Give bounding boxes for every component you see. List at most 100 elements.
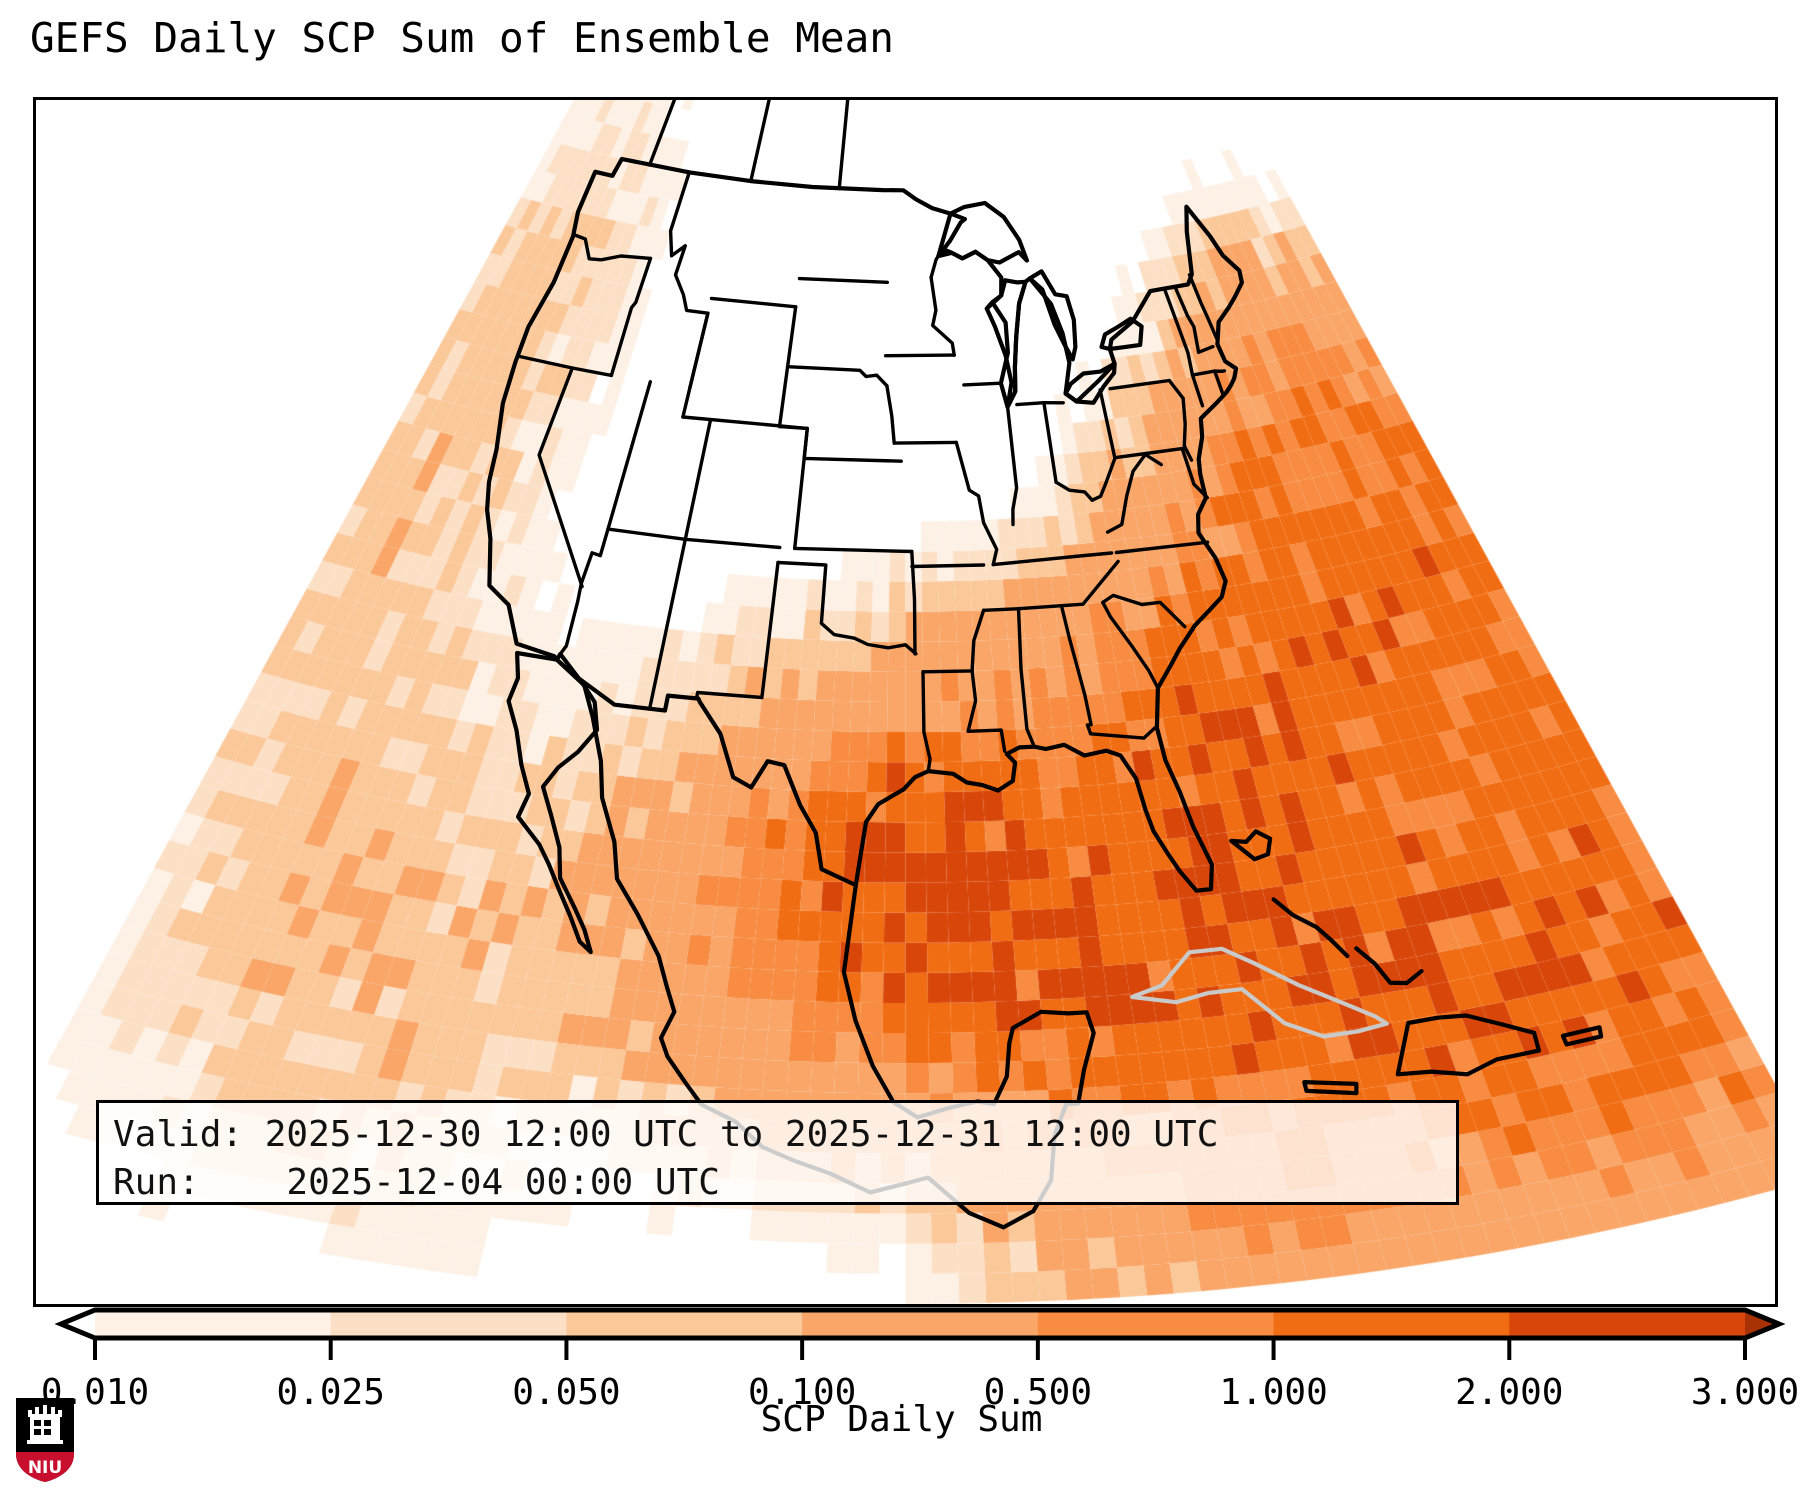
geo-path — [929, 254, 941, 280]
geo-path — [1180, 446, 1209, 500]
map-plot-frame: Valid: 2025-12-30 12:00 UTC to 2025-12-3… — [33, 97, 1778, 1307]
geo-path — [709, 296, 798, 309]
geo-path — [648, 537, 687, 710]
geo-path — [1101, 600, 1160, 690]
geo-path — [892, 440, 958, 445]
geography-overlay — [485, 100, 1604, 1230]
geo-path — [777, 305, 798, 429]
geo-path — [606, 380, 652, 531]
geo-path — [1016, 607, 1036, 749]
geo-path — [1088, 726, 1157, 740]
geo-path — [793, 546, 914, 554]
geo-path — [1042, 401, 1058, 484]
colorbar-tick-label: 1.000 — [1219, 1372, 1327, 1413]
geo-path — [1229, 829, 1273, 862]
geo-path — [797, 276, 889, 284]
niu-logo-text: NIU — [28, 1458, 62, 1478]
geo-path — [910, 563, 986, 569]
geo-path — [962, 381, 1003, 387]
geo-path — [921, 669, 974, 674]
geo-path — [1015, 401, 1046, 407]
geo-path — [1005, 405, 1019, 527]
colorbar-axis-label: SCP Daily Sum — [760, 1399, 1043, 1440]
geo-path — [485, 156, 1244, 893]
colorbar-tick-label: 0.025 — [277, 1372, 385, 1413]
geo-path — [681, 385, 692, 419]
geo-path — [668, 170, 710, 389]
geo-path — [683, 418, 713, 541]
geo-path — [1105, 452, 1163, 534]
geo-path — [1090, 456, 1117, 502]
geo-path — [1098, 388, 1117, 460]
geo-path — [921, 670, 932, 773]
geo-path — [883, 353, 956, 358]
geo-path — [1181, 396, 1194, 462]
coastline-layer — [485, 156, 1604, 1230]
geo-path — [929, 275, 956, 357]
page-title: GEFS Daily SCP Sum of Ensemble Mean — [30, 14, 894, 62]
colorbar-region: 0.010 0.025 0.050 0.100 0.500 1.000 2.000 3.000 — [0, 1306, 1803, 1500]
geo-path — [1063, 361, 1117, 405]
geo-path — [837, 100, 850, 191]
colorbar-tick-label: 0.500 — [984, 1372, 1092, 1413]
colorbar-tick-label: 2.000 — [1455, 1372, 1563, 1413]
geo-path — [1113, 446, 1184, 460]
colorbar: 0.010 0.025 0.050 0.100 0.500 1.000 2.000 3.000 — [41, 1307, 1799, 1413]
geo-path — [506, 650, 600, 955]
geo-path — [1354, 946, 1424, 986]
geo-path — [1271, 897, 1350, 959]
colorbar-bands — [61, 1310, 1779, 1338]
geo-path — [681, 415, 809, 431]
geo-path — [885, 384, 896, 445]
geo-path — [1099, 316, 1144, 352]
geo-path — [558, 527, 610, 656]
run-time-text: Run: 2025-12-04 00:00 UTC — [113, 1162, 720, 1203]
niu-logo: NIU — [16, 1398, 74, 1482]
geo-path — [683, 537, 782, 550]
geo-path — [694, 560, 780, 701]
geo-path — [936, 200, 1029, 265]
geo-path — [1101, 593, 1187, 629]
geo-path — [1213, 369, 1225, 395]
geo-path — [793, 426, 809, 551]
geo-path — [749, 100, 771, 183]
geo-path — [1302, 1080, 1359, 1096]
geo-path — [785, 365, 889, 388]
geo-path — [1130, 946, 1389, 1039]
geo-path — [609, 256, 653, 378]
geo-path — [688, 311, 710, 389]
geo-path — [1054, 480, 1094, 502]
geo-path — [776, 560, 918, 656]
geo-path — [1108, 378, 1185, 400]
state-border-layer — [516, 100, 1227, 773]
geo-path — [1395, 1013, 1541, 1077]
geo-path — [1190, 373, 1205, 408]
geo-path — [606, 527, 687, 541]
geo-path — [1213, 369, 1227, 373]
valid-run-annotation-box: Valid: 2025-12-30 12:00 UTC to 2025-12-3… — [96, 1100, 1459, 1205]
colorbar-tick-label: 0.100 — [748, 1372, 856, 1413]
masked-coastline-layer — [1130, 946, 1389, 1039]
geo-path — [981, 559, 1120, 612]
colorbar-ticks — [93, 1338, 1747, 1360]
geo-path — [777, 424, 903, 463]
geo-path — [516, 354, 614, 378]
geo-path — [1114, 540, 1210, 555]
geo-path — [991, 551, 1114, 567]
colorbar-tick-label: 3.000 — [1691, 1372, 1799, 1413]
colorbar-tick-label: 0.050 — [512, 1372, 620, 1413]
geo-path — [1560, 1025, 1604, 1047]
geo-path — [1059, 604, 1093, 736]
geo-path — [954, 440, 999, 567]
colorbar-tick-labels: 0.010 0.025 0.050 0.100 0.500 1.000 2.000 3.000 — [41, 1372, 1799, 1413]
geo-path — [1187, 273, 1219, 340]
geo-path — [537, 366, 584, 589]
geo-path — [1173, 285, 1215, 354]
geo-path — [984, 278, 1028, 410]
geo-path — [573, 233, 653, 262]
geo-path — [966, 669, 1007, 753]
geo-path — [970, 608, 986, 673]
geo-path — [1027, 269, 1078, 362]
valid-time-text: Valid: 2025-12-30 12:00 UTC to 2025-12-3… — [113, 1114, 1219, 1155]
geo-path — [647, 100, 677, 167]
